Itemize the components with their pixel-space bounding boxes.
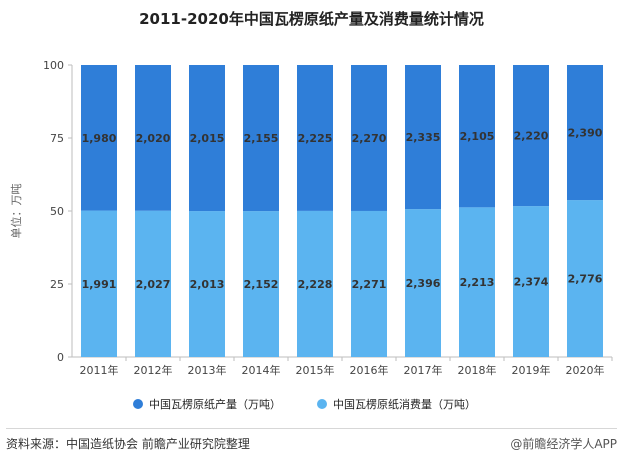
bar-production — [135, 65, 171, 211]
data-label-consumption: 2,013 — [190, 278, 225, 291]
data-label-production: 2,020 — [136, 132, 171, 145]
legend-marker — [317, 399, 327, 409]
brand-credit: @前瞻经济学人APP — [510, 437, 617, 451]
bar-production — [243, 65, 279, 212]
footer: 资料来源：中国造纸协会 前瞻产业研究院整理 @前瞻经济学人APP — [6, 428, 617, 455]
y-tick-label: 0 — [57, 351, 64, 364]
bar-production — [513, 65, 549, 207]
data-label-production: 2,335 — [406, 131, 441, 144]
x-tick-label: 2018年 — [458, 363, 497, 377]
data-label-consumption: 2,213 — [460, 276, 495, 289]
y-tick-label: 50 — [50, 205, 64, 218]
bar-consumption — [567, 200, 603, 357]
bar-production — [459, 65, 495, 208]
chart-title: 2011-2020年中国瓦楞原纸产量及消费量统计情况 — [139, 10, 484, 28]
data-label-consumption: 2,228 — [298, 278, 333, 291]
bar-consumption — [243, 211, 279, 357]
data-label-production: 2,390 — [568, 127, 603, 140]
bar-production — [81, 65, 117, 211]
bar-consumption — [297, 210, 333, 357]
data-label-production: 2,155 — [244, 132, 279, 145]
data-label-consumption: 2,152 — [244, 278, 279, 291]
data-label-production: 2,105 — [460, 130, 495, 143]
x-tick-label: 2020年 — [566, 363, 605, 377]
x-tick-label: 2013年 — [188, 363, 227, 377]
chart-plot: 0 25 50 75 100 单位：万吨 1,991 1,980 2011年 2,027 2,020… — [9, 59, 613, 411]
legend-label: 中国瓦楞原纸产量（万吨） — [149, 397, 281, 411]
bar-consumption — [135, 210, 171, 357]
x-tick-label: 2019年 — [512, 363, 551, 377]
data-label-consumption: 2,776 — [568, 273, 603, 286]
legend-label: 中国瓦楞原纸消费量（万吨） — [333, 397, 476, 411]
data-label-production: 1,980 — [82, 132, 117, 145]
data-label-consumption: 2,374 — [514, 276, 549, 289]
x-tick-label: 2015年 — [296, 363, 335, 377]
data-label-consumption: 2,027 — [136, 278, 171, 291]
x-tick-label: 2014年 — [242, 363, 281, 377]
data-label-production: 2,225 — [298, 132, 333, 145]
bar-consumption — [513, 206, 549, 357]
bar-production — [351, 65, 387, 211]
x-tick-label: 2017年 — [404, 363, 443, 377]
bar-production — [189, 65, 225, 212]
data-label-production: 2,270 — [352, 132, 387, 145]
x-tick-label: 2016年 — [350, 363, 389, 377]
data-label-consumption: 2,396 — [406, 277, 441, 290]
x-tick-label: 2012年 — [134, 363, 173, 377]
y-tick-label: 25 — [50, 278, 64, 291]
bar-consumption — [81, 210, 117, 357]
y-tick-label: 100 — [43, 59, 64, 72]
bar-production — [405, 65, 441, 210]
y-tick-label: 75 — [50, 132, 64, 145]
bar-production — [567, 65, 603, 201]
bar-consumption — [189, 211, 225, 357]
legend-marker — [133, 399, 143, 409]
bar-consumption — [405, 209, 441, 357]
y-axis-label: 单位：万吨 — [9, 184, 23, 239]
data-label-consumption: 1,991 — [82, 278, 117, 291]
bar-consumption — [459, 207, 495, 357]
source-note: 资料来源：中国造纸协会 前瞻产业研究院整理 — [6, 437, 250, 451]
bar-consumption — [351, 210, 387, 357]
data-label-consumption: 2,271 — [352, 278, 387, 291]
data-label-production: 2,220 — [514, 130, 549, 143]
bar-production — [297, 65, 333, 211]
data-label-production: 2,015 — [190, 132, 225, 145]
x-tick-label: 2011年 — [80, 363, 119, 377]
